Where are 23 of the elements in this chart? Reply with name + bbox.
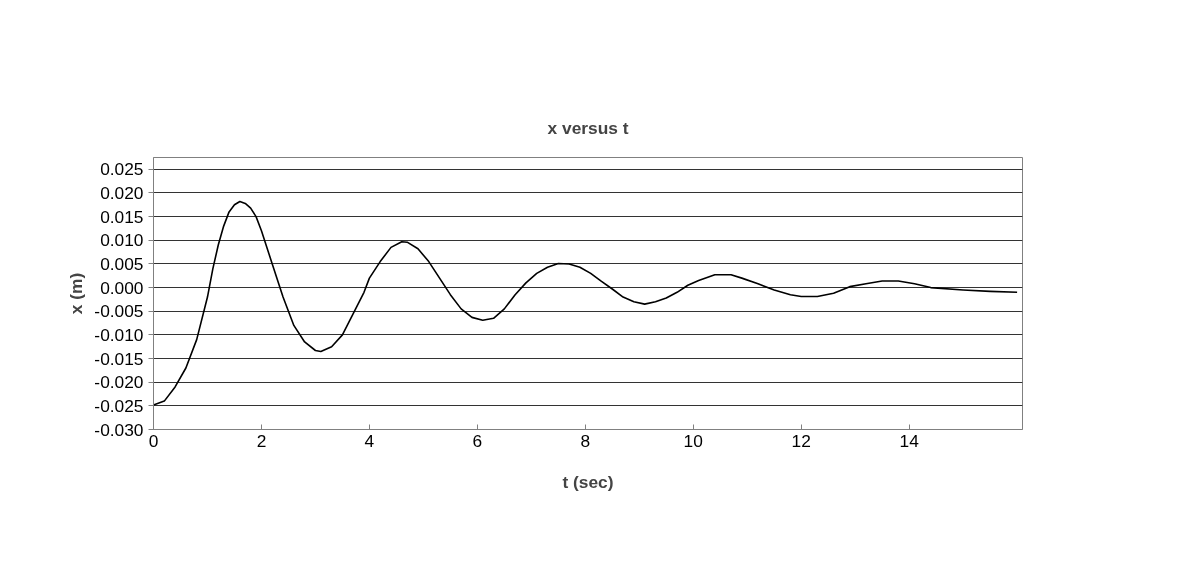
x-tick-label: 6 [472,430,483,451]
y-axis-title: x (m) [66,272,87,315]
x-tick-label: 12 [791,430,811,451]
y-tick-label: 0.020 [100,182,144,203]
x-tick-label: 0 [148,430,159,451]
y-tick-label: -0.025 [94,395,144,416]
x-tick-label: 14 [899,430,920,451]
x-tick-label: 2 [256,430,267,451]
x-axis-title: t (sec) [562,471,614,492]
y-tick-label: -0.020 [94,372,144,393]
y-tick-label: 0.000 [100,277,144,298]
y-tick-label: 0.015 [100,206,144,227]
chart-title: x versus t [547,117,629,138]
x-tick-label: 8 [580,430,591,451]
y-tick-label: 0.005 [100,253,144,274]
y-tick-label: -0.005 [94,301,144,322]
y-tick-label: 0.010 [100,230,144,251]
y-tick-label: 0.025 [100,159,144,180]
x-tick-label: 10 [683,430,703,451]
y-tick-label: -0.010 [94,324,144,345]
y-tick-label: -0.030 [94,419,144,440]
y-tick-label: -0.015 [94,348,144,369]
x-tick-label: 4 [364,430,375,451]
